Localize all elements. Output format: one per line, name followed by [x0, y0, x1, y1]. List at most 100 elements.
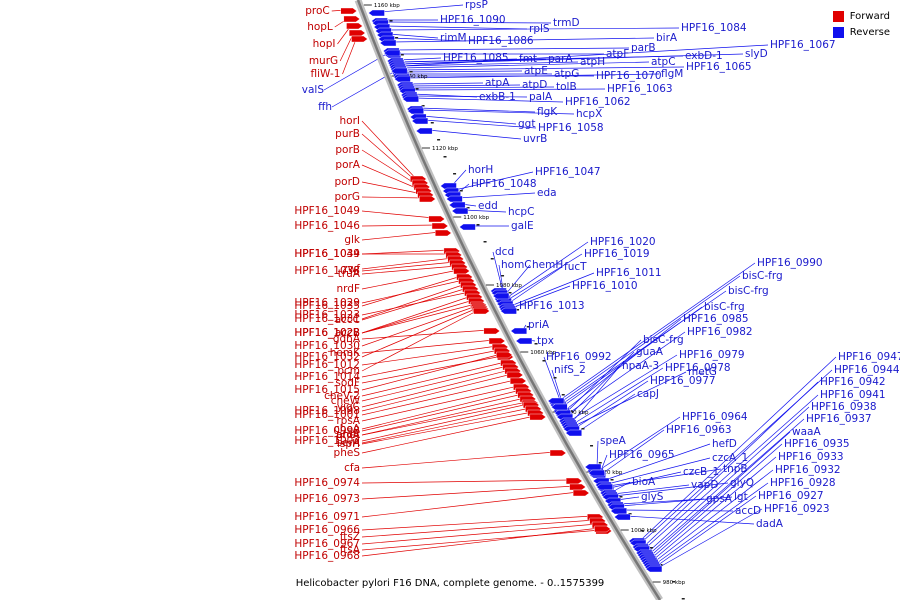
reverse-leader-line — [406, 73, 660, 79]
reverse-gene-label: lgt — [734, 491, 748, 503]
forward-leader-line — [361, 329, 489, 340]
reverse-leader-line — [492, 251, 503, 291]
forward-gene-arrow — [435, 229, 452, 237]
reverse-gene-label: HPF16_1070 — [596, 70, 662, 82]
reverse-leader-line — [498, 264, 504, 293]
forward-gene-label: HPF16_1046 — [294, 220, 360, 232]
reverse-gene-label: HPF16_1063 — [607, 83, 673, 95]
reverse-gene-label: HPF16_1065 — [686, 61, 752, 73]
forward-leader-line — [361, 303, 476, 334]
forward-leader-line — [361, 389, 521, 430]
forward-leader-line — [361, 393, 523, 432]
forward-gene-label: sodF — [335, 377, 360, 389]
reverse-leader-line — [570, 354, 678, 421]
reverse-leader-line — [651, 443, 783, 559]
track-dash — [628, 513, 632, 515]
reverse-gene-label: slyD — [745, 48, 768, 60]
forward-gene-arrow — [529, 413, 547, 421]
tick-label: 1080 kbp — [496, 283, 522, 289]
track-dash — [553, 377, 557, 379]
track-dash — [561, 394, 565, 396]
track-dash — [640, 530, 644, 532]
forward-leader-line — [361, 339, 495, 354]
forward-gene-label: rpsA — [336, 415, 360, 427]
forward-gene-label: phet — [336, 429, 360, 441]
forward-gene-arrow — [348, 29, 366, 37]
forward-gene-label: fliW-1 — [311, 68, 341, 80]
track-dash — [415, 88, 419, 90]
reverse-leader-line — [507, 253, 583, 301]
reverse-gene-label: HPF16_1084 — [681, 22, 747, 34]
reverse-gene-arrow — [402, 95, 419, 103]
forward-gene-arrow — [483, 327, 501, 335]
reverse-gene-label: HPF16_1011 — [596, 267, 662, 279]
forward-leader-line — [361, 401, 528, 436]
tick-label: 1120 kbp — [432, 146, 458, 152]
forward-gene-label: HPF16_1001 — [294, 409, 360, 421]
reverse-gene-arrow — [613, 513, 631, 521]
reverse-gene-label: atpC — [651, 56, 676, 68]
forward-gene-label: ispH — [337, 438, 360, 450]
reverse-gene-label: speA — [600, 435, 627, 447]
forward-gene-label: HPF16_1015 — [294, 384, 360, 396]
forward-leader-line — [361, 291, 470, 316]
reverse-gene-label: nifS_2 — [554, 364, 586, 376]
reverse-leader-line — [560, 275, 741, 403]
reverse-gene-label: hpaA-3 — [622, 360, 659, 372]
reverse-gene-label: HPF16_0928 — [770, 477, 836, 489]
reverse-gene-label: HPF16_0935 — [784, 438, 850, 450]
forward-gene-label: HPF16_1038 — [294, 265, 360, 277]
reverse-gene-arrow — [446, 195, 463, 203]
reverse-gene-label: flgM — [661, 68, 683, 80]
reverse-leader-line — [543, 356, 561, 401]
forward-gene-arrow — [473, 307, 490, 315]
track-dash — [453, 173, 457, 175]
reverse-leader-line — [599, 416, 681, 471]
reverse-gene-label: parA — [548, 53, 573, 65]
forward-gene-label: cheW — [331, 395, 361, 407]
reverse-gene-label: hcpX — [576, 108, 602, 120]
forward-gene-label: HPF16_1035 — [294, 300, 360, 312]
reverse-gene-label: HPF16_1090 — [440, 14, 506, 26]
reverse-gene-arrow — [379, 39, 397, 47]
reverse-leader-line — [422, 115, 517, 125]
reverse-leader-line — [390, 37, 467, 42]
forward-gene-label: proC — [305, 5, 330, 17]
reverse-gene-arrow — [390, 67, 408, 75]
tick-label: 1060 kbp — [530, 350, 556, 356]
forward-leader-line — [361, 411, 533, 445]
forward-gene-label: HPF16_0973 — [294, 493, 360, 505]
forward-gene-label: porG — [334, 191, 360, 203]
reverse-gene-label: HPF16_0977 — [650, 375, 716, 387]
reverse-gene-arrow — [588, 469, 605, 477]
track-dash — [389, 20, 393, 22]
reverse-leader-line — [387, 27, 680, 31]
reverse-gene-label: hefD — [712, 438, 737, 450]
forward-leader-line — [361, 133, 418, 183]
reverse-gene-label: HPF16_1085 — [443, 52, 509, 64]
forward-leader-line — [361, 345, 498, 366]
forward-gene-label: HPF16_1044 — [294, 248, 360, 260]
reverse-leader-line — [400, 58, 547, 65]
reverse-gene-label: hemH — [532, 259, 563, 271]
reverse-gene-arrow — [565, 429, 582, 437]
track-dash — [590, 445, 594, 447]
forward-leader-line — [361, 279, 464, 304]
reverse-gene-label: bisC-frg — [742, 270, 783, 282]
forward-gene-label: porA — [335, 159, 360, 171]
reverse-leader-line — [657, 508, 763, 569]
forward-gene-label: HPF16_1012 — [294, 359, 360, 371]
reverse-gene-label: valS — [302, 84, 325, 96]
forward-leader-line — [361, 305, 477, 347]
forward-gene-arrow — [428, 215, 446, 223]
forward-leader-line — [361, 269, 459, 290]
reverse-gene-label: bisC-frg — [728, 285, 769, 297]
forward-leader-line — [361, 283, 466, 320]
reverse-gene-label: priA — [528, 319, 550, 331]
forward-leader-line — [361, 485, 575, 500]
forward-leader-line — [361, 491, 579, 518]
reverse-leader-line — [626, 515, 755, 525]
forward-leader-line — [361, 361, 506, 397]
forward-gene-label: ftsA — [340, 544, 361, 556]
reverse-leader-line — [577, 393, 636, 433]
